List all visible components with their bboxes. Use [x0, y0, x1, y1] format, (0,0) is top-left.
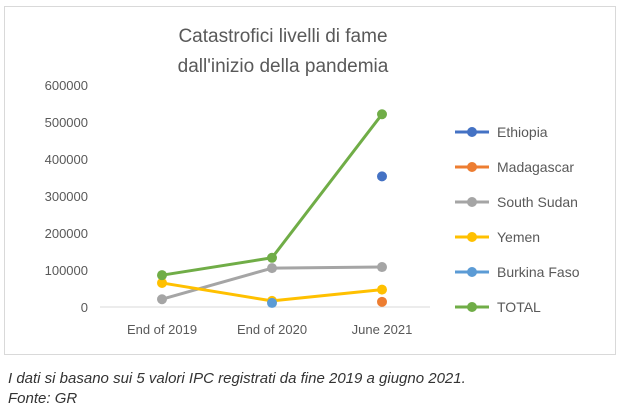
x-tick-label: End of 2019 — [127, 322, 197, 337]
legend-swatch-marker-madagascar — [467, 162, 477, 172]
x-tick-label: June 2021 — [352, 322, 413, 337]
legend-label-total: TOTAL — [497, 299, 541, 315]
legend-swatch-marker-ethiopia — [467, 127, 477, 137]
data-point-madagascar — [377, 296, 387, 307]
data-point-burkina-faso — [267, 297, 277, 308]
data-point-total — [157, 270, 167, 281]
legend-swatch-marker-total — [467, 302, 477, 312]
y-axis-labels: 0 100000 200000 300000 400000 500000 600000 — [45, 78, 88, 315]
legend-label-burkina-faso: Burkina Faso — [497, 264, 580, 280]
y-tick-label: 400000 — [45, 152, 88, 167]
legend-swatch-marker-south-sudan — [467, 197, 477, 207]
chart-legend: Ethiopia Madagascar South Sudan Yemen Burkin… — [455, 124, 580, 315]
data-point-yemen — [377, 284, 387, 295]
data-point-south-sudan — [157, 294, 167, 305]
legend-label-yemen: Yemen — [497, 229, 540, 245]
x-tick-label: End of 2020 — [237, 322, 307, 337]
y-tick-label: 500000 — [45, 115, 88, 130]
caption-source: Fonte: GR — [8, 390, 78, 407]
y-tick-label: 200000 — [45, 226, 88, 241]
legend-label-madagascar: Madagascar — [497, 159, 574, 175]
caption-line1: I dati si basano sui 5 valori IPC regist… — [8, 370, 466, 387]
legend-label-ethiopia: Ethiopia — [497, 124, 548, 140]
line-chart: Catastrofici livelli di fame dall'inizio… — [45, 26, 580, 337]
data-point-yemen — [157, 277, 167, 288]
data-point-total — [377, 109, 387, 120]
series-points — [157, 109, 387, 308]
y-tick-label: 0 — [81, 300, 88, 315]
data-point-south-sudan — [377, 262, 387, 273]
series-line-total — [161, 113, 384, 277]
y-tick-label: 300000 — [45, 189, 88, 204]
chart-frame: Catastrofici livelli di fame dall'inizio… — [4, 6, 616, 355]
legend-swatch-marker-yemen — [467, 232, 477, 242]
data-point-total — [267, 252, 277, 263]
data-point-south-sudan — [267, 263, 277, 274]
x-axis-labels: End of 2019 End of 2020 June 2021 — [127, 322, 412, 337]
y-tick-label: 100000 — [45, 263, 88, 278]
legend-label-south-sudan: South Sudan — [497, 194, 578, 210]
data-point-ethiopia — [377, 171, 387, 182]
legend-swatch-marker-burkina-faso — [467, 267, 477, 277]
chart-title-line1: Catastrofici livelli di fame — [178, 26, 387, 47]
chart-title-line2: dall'inizio della pandemia — [178, 56, 389, 77]
y-tick-label: 600000 — [45, 78, 88, 93]
